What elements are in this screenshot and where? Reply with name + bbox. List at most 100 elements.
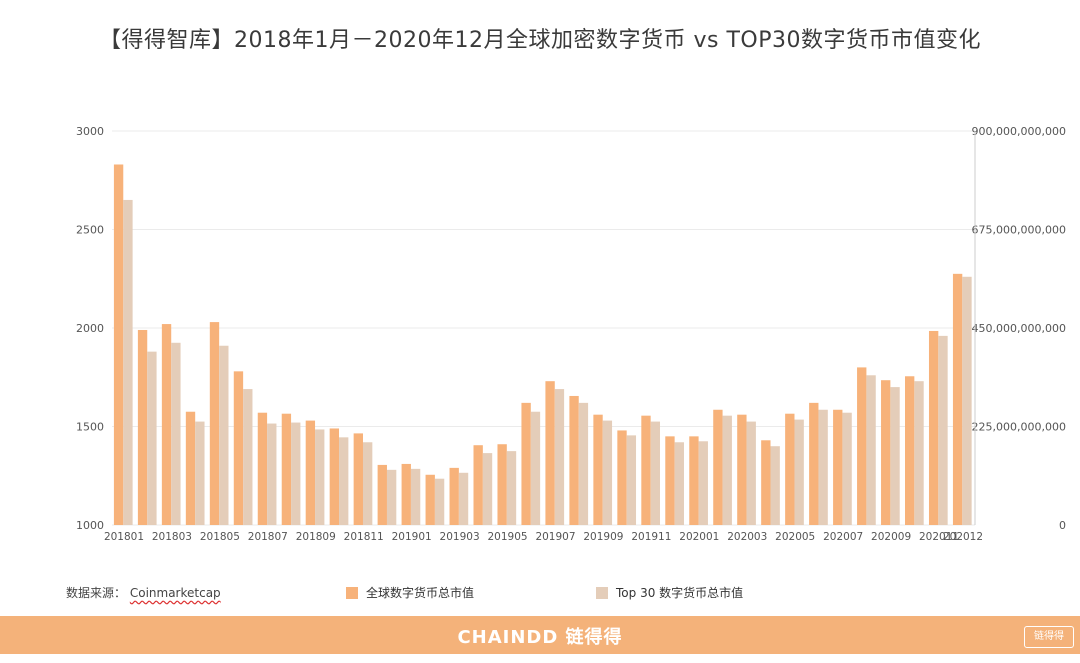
bar-series2 bbox=[171, 342, 181, 525]
bar-series1 bbox=[737, 414, 747, 525]
bar-series1 bbox=[209, 322, 220, 525]
bar-series2 bbox=[650, 421, 661, 525]
bar-series1 bbox=[713, 409, 723, 525]
legend-label-series1: 全球数字货币总市值 bbox=[366, 586, 475, 600]
x-tick-label: 201901 bbox=[392, 531, 432, 543]
bar-series1 bbox=[305, 420, 316, 525]
bar-series1 bbox=[665, 436, 675, 525]
bar-series1 bbox=[617, 430, 627, 525]
legend-label-series2: Top 30 数字货币总市值 bbox=[616, 586, 744, 600]
legend-swatch-series1 bbox=[346, 587, 358, 599]
bar-series2 bbox=[458, 472, 469, 525]
bar-series2 bbox=[602, 420, 613, 525]
x-tick-label: 201907 bbox=[535, 531, 575, 543]
page-title: 【得得智库】2018年1月－2020年12月全球加密数字货币 vs TOP30数… bbox=[99, 28, 981, 53]
x-tick-label: 202003 bbox=[727, 531, 767, 543]
x-tick-label: 202005 bbox=[775, 531, 815, 543]
bar-series2 bbox=[746, 421, 756, 525]
x-tick-label: 202012 bbox=[943, 531, 983, 543]
x-tick-label: 201905 bbox=[487, 531, 527, 543]
bar-series2 bbox=[243, 389, 253, 525]
y-right-tick-label: 225,000,000,000 bbox=[972, 421, 1066, 434]
x-tick-label: 202007 bbox=[823, 531, 863, 543]
bar-series1 bbox=[329, 428, 340, 525]
bar-series1 bbox=[521, 402, 531, 525]
bar-series2 bbox=[866, 375, 876, 525]
bar-series1 bbox=[785, 413, 795, 525]
bar-series1 bbox=[641, 415, 651, 525]
y-right-tick-label: 450,000,000,000 bbox=[972, 322, 1066, 335]
bar-series1 bbox=[952, 273, 963, 525]
x-tick-label: 201903 bbox=[440, 531, 480, 543]
bar-series1 bbox=[185, 411, 196, 525]
bar-series2 bbox=[219, 345, 229, 525]
bar-series2 bbox=[722, 415, 732, 525]
bar-series2 bbox=[554, 389, 565, 525]
bar-series2 bbox=[267, 423, 277, 525]
data-source-value: Coinmarketcap bbox=[129, 586, 221, 600]
bar-series2 bbox=[410, 468, 421, 525]
bar-series2 bbox=[938, 335, 948, 525]
bar-series2 bbox=[914, 381, 924, 525]
bar-series1 bbox=[497, 444, 507, 525]
bar-series1 bbox=[353, 433, 363, 525]
x-tick-label: 201811 bbox=[344, 531, 384, 543]
bar-series2 bbox=[626, 435, 637, 525]
y-right-tick-label: 0 bbox=[1059, 519, 1066, 532]
x-tick-label: 201803 bbox=[152, 531, 192, 543]
bar-series2 bbox=[291, 422, 301, 525]
footer-logo: CHAINDD 链得得 bbox=[457, 627, 623, 648]
bar-series1 bbox=[881, 380, 891, 525]
bar-series1 bbox=[233, 371, 244, 525]
y-right-tick-label: 675,000,000,000 bbox=[972, 224, 1066, 237]
bar-series2 bbox=[482, 453, 493, 525]
bar-series2 bbox=[890, 387, 900, 525]
corner-logo: 链得得 bbox=[1024, 626, 1074, 648]
bar-series2 bbox=[362, 442, 373, 525]
bar-series1 bbox=[113, 164, 124, 526]
x-tick-label: 201809 bbox=[296, 531, 336, 543]
bar-series1 bbox=[545, 381, 555, 525]
bar-series2 bbox=[842, 412, 852, 525]
bar-series1 bbox=[257, 412, 268, 525]
legend-item-series1: 全球数字货币总市值 bbox=[346, 584, 474, 601]
x-tick-label: 201909 bbox=[583, 531, 623, 543]
bar-series2 bbox=[530, 411, 541, 525]
bar-series2 bbox=[578, 402, 589, 525]
bar-series2 bbox=[195, 421, 205, 525]
bar-series2 bbox=[818, 409, 828, 525]
bar-series1 bbox=[761, 440, 771, 525]
bar-series1 bbox=[857, 367, 867, 525]
x-tick-label: 202011 bbox=[919, 531, 959, 543]
bar-series1 bbox=[137, 329, 148, 525]
x-tick-label: 201801 bbox=[104, 531, 144, 543]
data-source: 数据来源： Coinmarketcap bbox=[66, 584, 221, 601]
legend-swatch-series2 bbox=[596, 587, 608, 599]
bar-series2 bbox=[315, 429, 325, 525]
bar-series1 bbox=[593, 414, 603, 525]
bar-series1 bbox=[161, 324, 172, 525]
bar-series1 bbox=[449, 467, 459, 525]
y-left-tick-label: 2000 bbox=[76, 322, 104, 335]
bar-series2 bbox=[794, 419, 804, 525]
bar-series2 bbox=[123, 199, 133, 525]
bar-series1 bbox=[425, 474, 435, 525]
x-tick-label: 202001 bbox=[679, 531, 719, 543]
bar-series2 bbox=[770, 446, 780, 525]
bar-series2 bbox=[962, 276, 972, 525]
x-tick-label: 202009 bbox=[871, 531, 911, 543]
bar-series2 bbox=[506, 451, 517, 525]
x-tick-label: 201805 bbox=[200, 531, 240, 543]
y-left-tick-label: 2500 bbox=[76, 224, 104, 237]
bar-series2 bbox=[386, 469, 397, 525]
bar-series1 bbox=[905, 376, 915, 525]
y-left-tick-label: 3000 bbox=[76, 125, 104, 138]
bar-series1 bbox=[689, 436, 699, 525]
bottom-strip bbox=[0, 654, 1080, 663]
x-tick-label: 201911 bbox=[631, 531, 671, 543]
legend-item-series2: Top 30 数字货币总市值 bbox=[596, 584, 743, 601]
bar-series2 bbox=[147, 351, 157, 525]
bar-series2 bbox=[434, 478, 445, 525]
y-left-tick-label: 1500 bbox=[76, 421, 104, 434]
